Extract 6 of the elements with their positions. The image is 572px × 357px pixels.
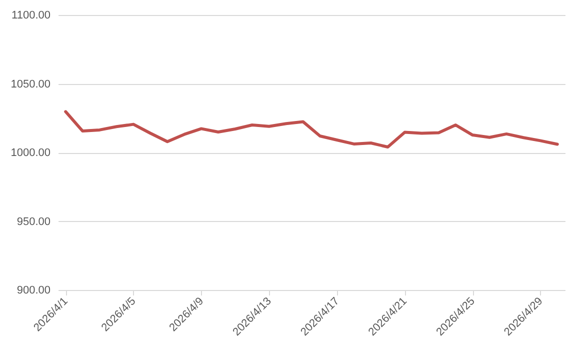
y-tick-label: 1000.00 [10, 147, 50, 159]
line-series [64, 110, 559, 148]
y-tick-label: 1050.00 [10, 78, 50, 90]
y-tick-label: 900.00 [16, 284, 50, 296]
y-tick-label: 950.00 [16, 216, 50, 228]
y-tick-label: 1100.00 [12, 10, 50, 22]
